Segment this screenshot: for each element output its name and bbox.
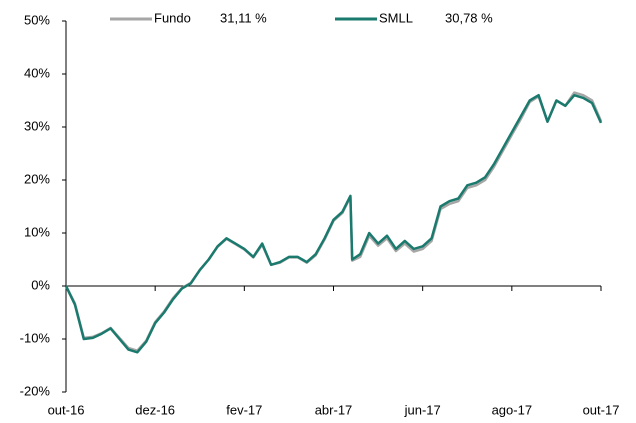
y-tick-label: 30% [24,118,50,133]
y-tick-label: -20% [20,383,51,398]
legend-label: Fundo [154,10,191,25]
y-tick-label: 20% [24,171,50,186]
legend-value: 31,11 % [220,10,267,25]
x-tick-label: out-16 [48,402,85,417]
y-tick-label: 40% [24,65,50,80]
line-series [64,93,603,354]
x-tick-label: abr-17 [315,402,353,417]
x-tick-label: fev-17 [226,402,262,417]
y-tick-label: -10% [20,330,51,345]
legend-value: 30,78 % [445,10,493,25]
x-tick-label: out-17 [583,402,620,417]
y-tick-label: 50% [24,12,50,27]
legend-label: SMLL [379,10,413,25]
x-tick-label: dez-16 [135,402,175,417]
y-tick-label: 0% [31,277,50,292]
x-tick-label: ago-17 [492,402,532,417]
y-tick-label: 10% [24,224,50,239]
x-tick-label: jun-17 [404,402,441,417]
